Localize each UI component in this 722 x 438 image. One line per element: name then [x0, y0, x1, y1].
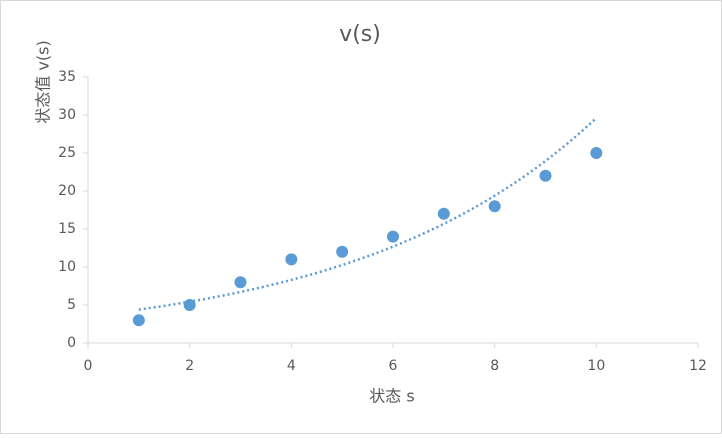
- data-point: [234, 276, 247, 289]
- data-point: [285, 253, 298, 266]
- y-tick-label: 0: [67, 335, 76, 351]
- y-tick-label: 20: [58, 183, 76, 199]
- data-point: [539, 169, 552, 182]
- y-tick-label: 15: [58, 221, 76, 237]
- y-axis-label: 状态值 v(s): [34, 40, 53, 123]
- data-point: [387, 230, 399, 243]
- x-tick-label: 0: [84, 358, 93, 374]
- x-tick-label: 8: [490, 358, 499, 374]
- y-tick-label: 25: [58, 145, 76, 161]
- x-tick-label: 10: [587, 358, 605, 374]
- data-point: [183, 299, 196, 311]
- y-tick-label: 30: [58, 107, 76, 123]
- y-tick-label: 35: [58, 69, 76, 85]
- x-tick-label: 2: [185, 358, 194, 374]
- x-tick-label: 4: [287, 358, 296, 374]
- x-tick-label: 12: [689, 358, 707, 374]
- data-point: [132, 314, 145, 327]
- y-tick-label: 10: [58, 259, 76, 275]
- data-point: [336, 245, 349, 258]
- data-point: [590, 147, 603, 159]
- chart-title: v(s): [339, 22, 381, 47]
- x-axis-label: 状态 s: [369, 387, 414, 406]
- y-tick-label: 5: [67, 297, 76, 313]
- data-point: [488, 200, 501, 213]
- data-point: [437, 207, 450, 220]
- trendline: [138, 117, 598, 311]
- x-tick-label: 6: [389, 358, 398, 374]
